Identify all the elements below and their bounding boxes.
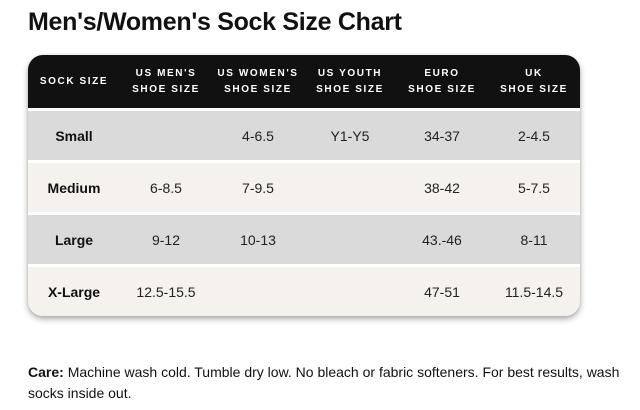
cell-uk: 8-11 xyxy=(520,231,548,248)
cell-us-youth: Y1-Y5 xyxy=(330,127,370,144)
column-header-us-womens: US WOMEN'S SHOE SIZE xyxy=(217,67,299,95)
cell-euro: 43.-46 xyxy=(422,231,462,248)
cell-us-womens: 7-9.5 xyxy=(242,179,274,196)
care-label: Care: xyxy=(28,364,64,380)
cell-euro: 38-42 xyxy=(424,179,460,196)
row-label: Large xyxy=(54,231,94,248)
column-header-uk: UK SHOE SIZE xyxy=(500,67,568,95)
cell-us-womens xyxy=(212,267,304,316)
cell-uk: 5-7.5 xyxy=(518,179,550,196)
table-row-x-large: X-Large 12.5-15.5 47-51 11.5-14.5 xyxy=(28,267,580,316)
cell-euro: 34-37 xyxy=(424,127,460,144)
column-header-sock-size: SOCK SIZE xyxy=(39,75,109,87)
cell-us-youth xyxy=(304,215,396,264)
cell-us-mens: 12.5-15.5 xyxy=(136,283,196,300)
table-row-large: Large 9-12 10-13 43.-46 8-11 xyxy=(28,215,580,264)
cell-euro: 47-51 xyxy=(424,283,460,300)
table-row-medium: Medium 6-8.5 7-9.5 38-42 5-7.5 xyxy=(28,163,580,212)
cell-us-youth xyxy=(304,267,396,316)
table-header-row: SOCK SIZE US MEN'S SHOE SIZE US WOMEN'S … xyxy=(28,55,580,108)
cell-us-mens: 9-12 xyxy=(151,231,181,248)
table-row-small: Small 4-6.5 Y1-Y5 34-37 2-4.5 xyxy=(28,111,580,160)
care-instructions: Care: Machine wash cold. Tumble dry low.… xyxy=(28,362,620,404)
care-text: Machine wash cold. Tumble dry low. No bl… xyxy=(28,364,620,401)
cell-us-mens xyxy=(120,111,212,160)
cell-uk: 11.5-14.5 xyxy=(504,283,564,300)
sock-size-table: SOCK SIZE US MEN'S SHOE SIZE US WOMEN'S … xyxy=(28,55,580,316)
cell-uk: 2-4.5 xyxy=(518,127,550,144)
column-header-us-mens: US MEN'S SHOE SIZE xyxy=(132,67,200,95)
cell-us-mens: 6-8.5 xyxy=(150,179,182,196)
page-title: Men's/Women's Sock Size Chart xyxy=(28,8,402,36)
cell-us-youth xyxy=(304,163,396,212)
row-label: X-Large xyxy=(47,283,101,300)
row-label: Small xyxy=(55,127,93,144)
column-header-euro: EURO SHOE SIZE xyxy=(408,67,476,95)
cell-us-womens: 10-13 xyxy=(240,231,276,248)
row-label: Medium xyxy=(47,179,101,196)
column-header-us-youth: US YOUTH SHOE SIZE xyxy=(316,67,384,95)
cell-us-womens: 4-6.5 xyxy=(242,127,274,144)
